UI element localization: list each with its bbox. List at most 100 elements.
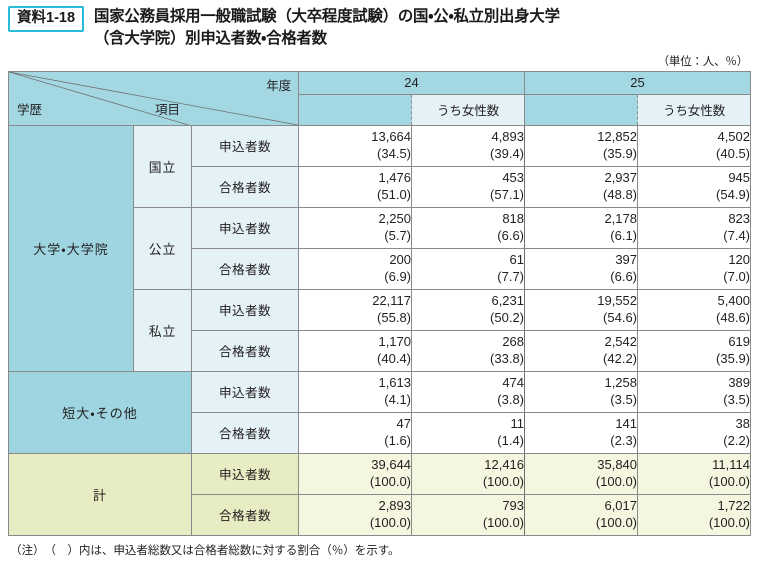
table-row: 大学・大学院 国立 申込者数 13,664 (34.5) 4,893 (39.4) 12,85… [8,124,752,372]
row-subgroup-label: 国立 [133,124,192,208]
data-cell-percent: (57.1) [490,186,525,202]
data-cell-value: 6,017 [604,498,638,514]
data-cell: 12,852 (35.9) [524,124,639,167]
row-item-label: 合格者数 [190,411,300,454]
table-row: 短大・その他 申込者数 1,613 (4.1) 474 (3.8) 1,258 (3.5) 38… [8,370,752,454]
data-cell-value: 793 [502,498,525,514]
data-cell: 818 (6.6) [411,206,526,249]
data-cell-percent: (3.5) [723,391,751,407]
data-cell-value: 12,852 [597,129,638,145]
data-cell-percent: (55.8) [377,309,412,325]
data-cell-percent: (5.7) [384,227,412,243]
data-cell-value: 389 [728,375,751,391]
data-cell: 619 (35.9) [637,329,752,372]
data-cell-value: 19,552 [597,293,638,309]
row-item-label: 申込者数 [190,370,300,413]
data-cell-value: 120 [728,252,751,268]
row-item-label: 合格者数 [190,165,300,208]
year-25-total-spacer [524,94,638,126]
data-cell-value: 22,117 [372,293,412,309]
data-cell-value: 11,114 [712,457,751,473]
data-cell: 793 (100.0) [411,493,526,536]
data-cell-percent: (7.4) [723,227,751,243]
data-cell-percent: (51.0) [377,186,412,202]
data-cell-percent: (100.0) [369,514,412,530]
data-cell: 2,250 (5.7) [298,206,413,249]
statistics-table: 年度 項目 学歴 24 25 うち女性数 うち女性数 大学・大学院 国立 申込者数 1… [7,70,752,536]
data-cell: 39,644 (100.0) [298,452,413,495]
data-cell: 453 (57.1) [411,165,526,208]
data-cell-value: 818 [502,211,525,227]
document-number-badge: 資料1-18 [8,6,85,32]
data-cell: 397 (6.6) [524,247,639,290]
data-cell-value: 945 [728,170,751,186]
data-cell-percent: (6.1) [610,227,638,243]
table-row: 公立 申込者数 2,250 (5.7) 818 (6.6) 2,178 (6.1) 823 (7.… [9,206,752,290]
data-cell: 22,117 (55.8) [298,288,413,331]
data-cell-value: 200 [389,252,412,268]
data-cell-percent: (100.0) [369,473,412,489]
row-subgroup-label: 公立 [133,206,192,290]
row-category-label: 計 [8,452,192,536]
year-header-25: 25 [524,70,752,95]
data-cell-percent: (48.8) [603,186,638,202]
data-cell-value: 2,178 [604,211,638,227]
data-cell: 2,937 (48.8) [524,165,639,208]
data-cell-percent: (1.6) [384,432,412,448]
data-cell-percent: (42.2) [603,350,638,366]
data-cell-percent: (6.6) [610,268,638,284]
data-cell: 120 (7.0) [637,247,752,290]
header-row-year: 年度 項目 学歴 24 25 [7,70,752,126]
data-cell: 35,840 (100.0) [524,452,639,495]
data-cell: 5,400 (48.6) [637,288,752,331]
page-title-line-2: （含大学院）別申込者数・合格者数 [94,29,327,47]
data-cell-value: 268 [502,334,525,350]
page-title-line-1: 国家公務員採用一般職試験（大卒程度試験）の国・公・私立別出身大学 [94,8,560,25]
data-cell: 1,476 (51.0) [298,165,413,208]
row-item-label: 合格者数 [190,329,300,372]
data-cell-value: 823 [728,211,751,227]
data-cell: 4,502 (40.5) [637,124,752,167]
data-cell-value: 453 [502,170,525,186]
data-cell: 19,552 (54.6) [524,288,639,331]
data-cell: 474 (3.8) [411,370,526,413]
data-cell-percent: (48.6) [716,309,751,325]
data-cell-value: 61 [509,252,525,268]
data-cell: 11 (1.4) [411,411,526,454]
data-cell-value: 2,893 [378,498,412,514]
table-wrapper: 年度 項目 学歴 24 25 うち女性数 うち女性数 大学・大学院 国立 申込者数 1… [7,70,752,536]
row-item-label: 合格者数 [190,247,300,290]
data-cell: 389 (3.5) [637,370,752,413]
data-cell-percent: (1.4) [497,432,525,448]
data-cell: 2,178 (6.1) [524,206,639,249]
data-cell-value: 35,840 [597,457,638,473]
data-cell: 1,722 (100.0) [637,493,752,536]
data-cell-percent: (100.0) [482,473,525,489]
table-row: 合格者数 2,893 (100.0) 793 (100.0) 6,017 (100.0) 1,… [9,493,752,536]
data-cell-value: 5,400 [717,293,751,309]
row-item-label: 申込者数 [190,452,300,495]
table-header-group: 年度 項目 学歴 24 25 うち女性数 うち女性数 [7,70,752,126]
data-cell-percent: (6.6) [497,227,525,243]
table-body: 大学・大学院 国立 申込者数 13,664 (34.5) 4,893 (39.4) 12,85… [8,124,752,536]
data-cell: 13,664 (34.5) [298,124,413,167]
data-cell-percent: (34.5) [377,145,412,161]
data-cell-percent: (7.7) [497,268,525,284]
row-item-label: 申込者数 [190,288,300,331]
data-cell-percent: (40.4) [377,350,412,366]
data-cell: 268 (33.8) [411,329,526,372]
data-cell: 823 (7.4) [637,206,752,249]
data-cell-value: 1,613 [378,375,412,391]
data-cell-percent: (100.0) [482,514,525,530]
year-24-total-spacer [298,94,412,126]
table-row: 合格者数 47 (1.6) 11 (1.4) 141 (2.3) 38 (2.2) [9,411,752,454]
corner-header-cell: 年度 項目 学歴 [7,70,300,126]
data-cell: 6,231 (50.2) [411,288,526,331]
corner-label-year: 年度 [266,78,292,93]
corner-label-item: 項目 [154,103,180,118]
data-cell-percent: (4.1) [384,391,412,407]
row-item-label: 申込者数 [190,124,300,167]
data-cell-value: 2,250 [378,211,412,227]
data-cell-percent: (7.0) [723,268,751,284]
data-cell-value: 141 [615,416,638,432]
